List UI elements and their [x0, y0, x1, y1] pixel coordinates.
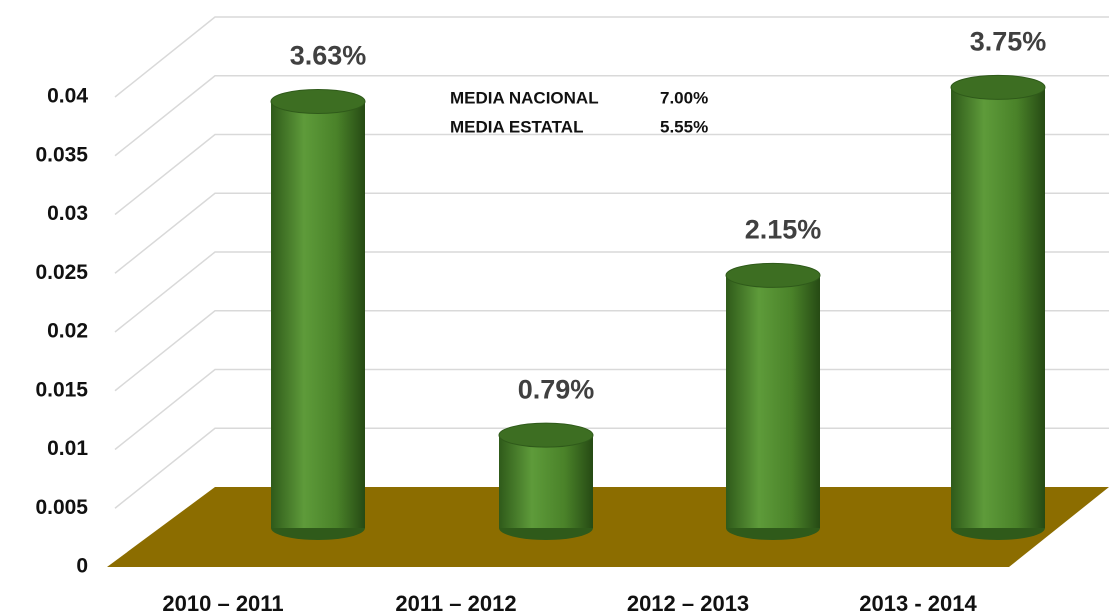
- annotation-value: 7.00%: [660, 88, 708, 107]
- y-tick-label: 0.025: [35, 261, 88, 284]
- bar-top: [498, 422, 594, 448]
- bar-top: [270, 88, 366, 114]
- bar-top: [950, 74, 1046, 100]
- y-tick-label: 0.035: [35, 143, 88, 166]
- annotation-label: MEDIA ESTATAL: [450, 117, 583, 136]
- grid-line: [114, 16, 1109, 98]
- y-tick-label: 0.015: [35, 378, 88, 401]
- x-tick-label: 2012 – 2013: [627, 591, 749, 616]
- y-tick-label: 0.005: [35, 496, 88, 519]
- bar: [951, 87, 1045, 528]
- x-tick-label: 2011 – 2012: [395, 591, 516, 616]
- y-tick-label: 0.01: [47, 437, 88, 460]
- bar: [499, 435, 593, 528]
- value-label: 3.63%: [290, 41, 367, 71]
- value-label: 3.75%: [970, 27, 1047, 57]
- bar-top: [725, 262, 821, 288]
- y-tick-label: 0.04: [47, 85, 88, 108]
- y-tick-label: 0.03: [47, 202, 88, 225]
- y-tick-label: 0: [76, 555, 88, 578]
- x-tick-label: 2013 - 2014: [859, 591, 977, 616]
- annotation-label: MEDIA NACIONAL: [450, 88, 599, 107]
- grid-line: [114, 251, 1109, 333]
- bar: [271, 101, 365, 528]
- annotation-value: 5.55%: [660, 117, 708, 136]
- grid-line: [114, 133, 1109, 216]
- grid-line: [114, 192, 1109, 274]
- x-tick-label: 2010 – 2011: [162, 591, 283, 616]
- grid-line: [114, 75, 1109, 157]
- y-tick-label: 0.02: [47, 320, 88, 343]
- bar: [726, 275, 820, 528]
- value-label: 2.15%: [745, 215, 822, 245]
- value-label: 0.79%: [518, 374, 595, 404]
